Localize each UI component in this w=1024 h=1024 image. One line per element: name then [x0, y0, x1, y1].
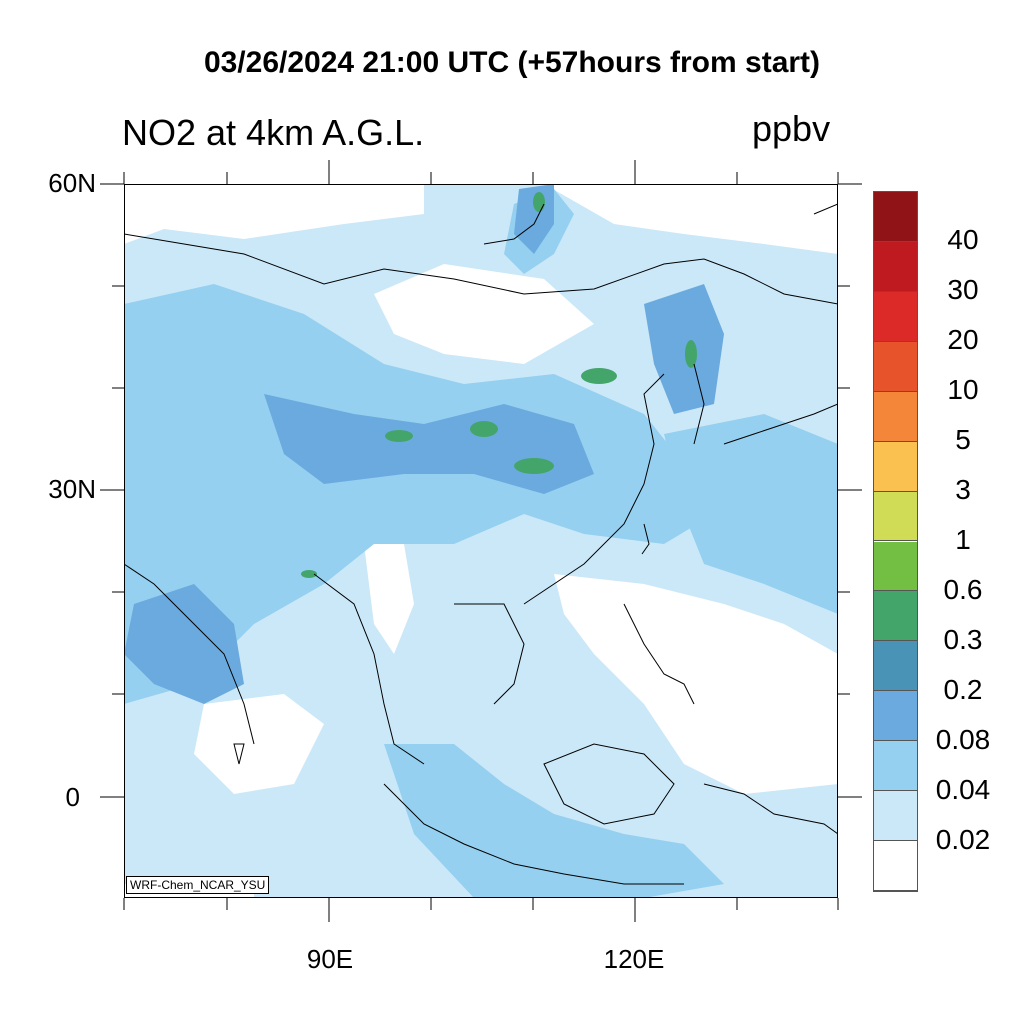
lat-label-60n: 60N — [48, 168, 96, 198]
colorbar-label: 30 — [947, 274, 979, 305]
colorbar-swatch — [874, 841, 917, 891]
colorbar-swatch — [874, 791, 917, 842]
colorbar-swatch — [874, 391, 917, 442]
colorbar-label: 0.3 — [943, 624, 983, 655]
colorbar-swatch — [874, 341, 917, 392]
colorbar-label: 3 — [955, 474, 971, 505]
no2-peak-tibet — [385, 430, 413, 442]
no2-peak-korea-north — [685, 340, 697, 368]
colorbar-swatch — [874, 641, 917, 692]
lat-label-0: 0 — [65, 782, 80, 812]
lon-label-90e: 90E — [306, 944, 354, 974]
model-credit: WRF-Chem_NCAR_YSU — [126, 876, 270, 894]
colorbar-label: 0.6 — [943, 574, 983, 605]
colorbar-label: 5 — [955, 424, 971, 455]
clean-area-north-west — [124, 184, 424, 244]
coastlines — [123, 203, 839, 885]
map-canvas — [123, 184, 839, 898]
no2-map — [123, 184, 839, 898]
field-level-low-asia — [124, 284, 714, 704]
clean-area-indian-ocean — [194, 694, 324, 794]
no2-peak-north-china — [581, 368, 617, 384]
colorbar-swatch — [874, 441, 917, 492]
clean-area-north-east — [544, 184, 838, 254]
lat-label-30n: 30N — [48, 474, 96, 504]
colorbar-label: 0.04 — [935, 774, 991, 805]
colorbar-label: 0.02 — [935, 824, 991, 855]
colorbar-label: 1 — [955, 524, 971, 555]
colorbar-label: 0.08 — [935, 724, 991, 755]
variable-label: NO2 at 4km A.G.L. — [122, 112, 425, 153]
colorbar-swatch — [874, 741, 917, 792]
units-label: ppbv — [752, 108, 831, 149]
field-level-low-pacific — [664, 414, 838, 614]
colorbar-swatch — [874, 691, 917, 742]
no2-peak-sichuan — [470, 421, 498, 437]
colorbar-label: 10 — [947, 374, 979, 405]
clean-area-indochina — [364, 544, 414, 654]
no2-peak-bangladesh — [301, 570, 317, 578]
no2-peak-central-china — [514, 458, 554, 474]
field-level-mid-india — [124, 584, 244, 704]
colorbar — [873, 191, 918, 892]
plot-title: 03/26/2024 21:00 UTC (+57hours from star… — [203, 46, 821, 79]
colorbar-label: 0.2 — [943, 674, 983, 705]
field-level-mid-tibet — [264, 394, 594, 494]
colorbar-swatch — [874, 541, 917, 592]
colorbar-label: 20 — [947, 324, 979, 355]
map-border — [124, 184, 838, 898]
colorbar-swatch — [874, 241, 917, 292]
colorbar-swatch — [874, 491, 917, 542]
colorbar-swatch — [874, 192, 917, 242]
field-level-mid-manchuria — [644, 284, 724, 414]
clean-area-mongolia — [374, 264, 594, 364]
lon-label-120e: 120E — [603, 944, 665, 974]
colorbar-swatch — [874, 291, 917, 342]
colorbar-swatch — [874, 591, 917, 642]
field-level-low-maritime — [384, 744, 724, 898]
clean-area-south-china-sea — [554, 574, 838, 794]
colorbar-label: 40 — [947, 224, 979, 255]
